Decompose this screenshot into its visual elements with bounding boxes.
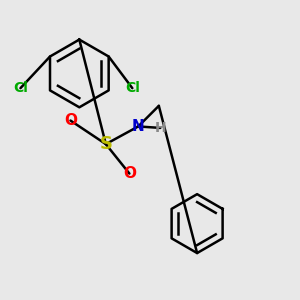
- Text: N: N: [132, 119, 145, 134]
- Text: H: H: [154, 121, 166, 135]
- Text: O: O: [123, 166, 136, 181]
- Text: Cl: Cl: [125, 81, 140, 95]
- Text: S: S: [99, 135, 112, 153]
- Text: O: O: [64, 113, 77, 128]
- Text: Cl: Cl: [13, 81, 28, 95]
